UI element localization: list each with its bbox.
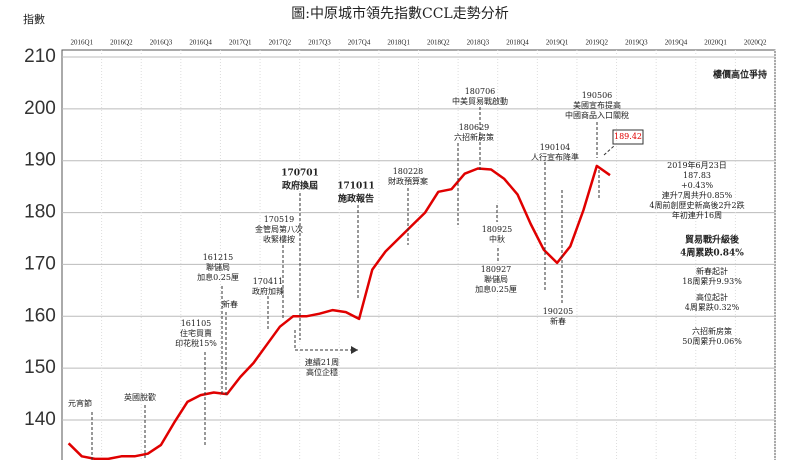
annotation: 4周前創歷史新高後2升2跌: [649, 200, 744, 210]
annotation: 貿易戰升級後: [685, 234, 740, 246]
annotation: 新春: [222, 299, 238, 309]
annotation: 180927: [481, 265, 512, 274]
annotation: 聯儲局: [206, 262, 230, 272]
y-axis-label: 指數: [23, 12, 45, 26]
annotation: 新春: [550, 316, 566, 326]
x-tick-label: 2017Q2: [269, 39, 292, 47]
y-tick-label: 180: [24, 202, 56, 223]
x-tick-label: 2018Q4: [506, 39, 529, 47]
annotation: 六招新房策: [454, 132, 494, 142]
y-tick-label: 150: [24, 357, 56, 378]
annotation: 中秋: [489, 234, 505, 244]
y-tick-label: 160: [24, 305, 56, 326]
annotation-box: [612, 129, 644, 145]
x-tick-label: 2017Q4: [348, 39, 371, 47]
annotation: 六招新房策: [692, 326, 732, 336]
annotation: 聯儲局: [484, 274, 508, 284]
x-tick-label: 2017Q3: [308, 39, 331, 47]
x-tick-label: 2018Q1: [387, 39, 410, 47]
y-tick-label: 140: [24, 409, 56, 430]
x-tick-label: 2016Q2: [110, 39, 133, 47]
annotation: 187.83: [683, 171, 711, 180]
y-tick-label: 200: [24, 98, 56, 119]
line-series: [67, 164, 611, 460]
x-tick-label: 2018Q2: [427, 39, 450, 47]
x-tick-label: 2019Q1: [546, 39, 569, 47]
annotation: 180228: [393, 167, 424, 176]
annotation: 4周累跌0.84%: [680, 247, 744, 259]
annotation: 金管局第八次: [255, 224, 303, 234]
annotation: 元宵節: [68, 398, 92, 408]
x-tick-label: 2016Q3: [150, 39, 173, 47]
annotation: 年初連升16周: [672, 210, 722, 220]
x-tick-label: 2016Q1: [71, 39, 94, 47]
annotation: 50周累升0.06%: [682, 337, 742, 346]
arrow-head: [351, 346, 358, 354]
chart-title: 圖:中原城市領先指數CCL走勢分析: [291, 5, 508, 22]
annotation: 財政預算案: [388, 176, 428, 186]
annotation: 161215: [203, 253, 234, 262]
x-tick-label: 2019Q4: [665, 39, 688, 47]
annotation: 住宅買賣: [180, 328, 212, 338]
annotation: 英國脫歡: [124, 392, 156, 402]
x-tick-label: 2016Q4: [189, 39, 212, 47]
x-tick-label: 2020Q2: [744, 39, 767, 47]
annotation: 190506: [582, 91, 613, 100]
annotation: 18周累升9.93%: [682, 277, 742, 286]
annotation: 連續21周: [305, 357, 339, 367]
annotation-leader: [603, 145, 615, 156]
annotation: 161105: [181, 319, 212, 328]
x-tick-label: 2019Q2: [585, 39, 608, 47]
annotation: 美國宣布提高: [573, 100, 621, 110]
annotation: 171011: [337, 182, 375, 192]
annotation: 政府加辣: [252, 286, 284, 296]
annotation: 連升7周共升0.85%: [662, 190, 733, 200]
annotation: 190205: [543, 307, 574, 316]
annotation: 4周累跌0.32%: [685, 302, 740, 312]
annotation: 加息0.25厘: [197, 272, 239, 282]
annotation: 180925: [482, 225, 513, 234]
y-tick-label: 190: [24, 150, 56, 171]
annotation: 180629: [459, 123, 490, 132]
annotation: 中國商品入口關稅: [565, 110, 629, 120]
annotation: 中美貿易戰啟動: [452, 96, 508, 106]
annotation: 高位起計: [696, 292, 728, 302]
annotation: 2019年6月23日: [667, 160, 727, 170]
x-tick-label: 2018Q3: [467, 39, 490, 47]
annotation: 加息0.25厘: [475, 284, 517, 294]
annotation: 190104: [540, 143, 571, 152]
y-tick-label: 210: [24, 46, 56, 67]
annotation: 新春起計: [696, 266, 728, 276]
x-tick-label: 2019Q3: [625, 39, 648, 47]
annotation: 189.42: [614, 132, 642, 141]
annotation: 170519: [264, 215, 295, 224]
annotation: 印花稅15%: [175, 338, 217, 348]
x-tick-label: 2017Q1: [229, 39, 252, 47]
annotation: 施政報告: [338, 193, 374, 205]
x-tick-label: 2020Q1: [704, 39, 727, 47]
annotation: 高位企穩: [306, 367, 338, 377]
annotation: 政府換屆: [282, 180, 318, 192]
annotation: 180706: [465, 87, 496, 96]
annotation: +0.43%: [681, 181, 714, 190]
annotation: 收緊樓按: [263, 234, 295, 244]
annotation: 170701: [281, 169, 319, 179]
annotation: 170411: [253, 277, 284, 286]
annotation: 樓價高位爭持: [713, 69, 767, 81]
annotation: 人行宣布降準: [531, 152, 579, 162]
y-tick-label: 170: [24, 253, 56, 274]
